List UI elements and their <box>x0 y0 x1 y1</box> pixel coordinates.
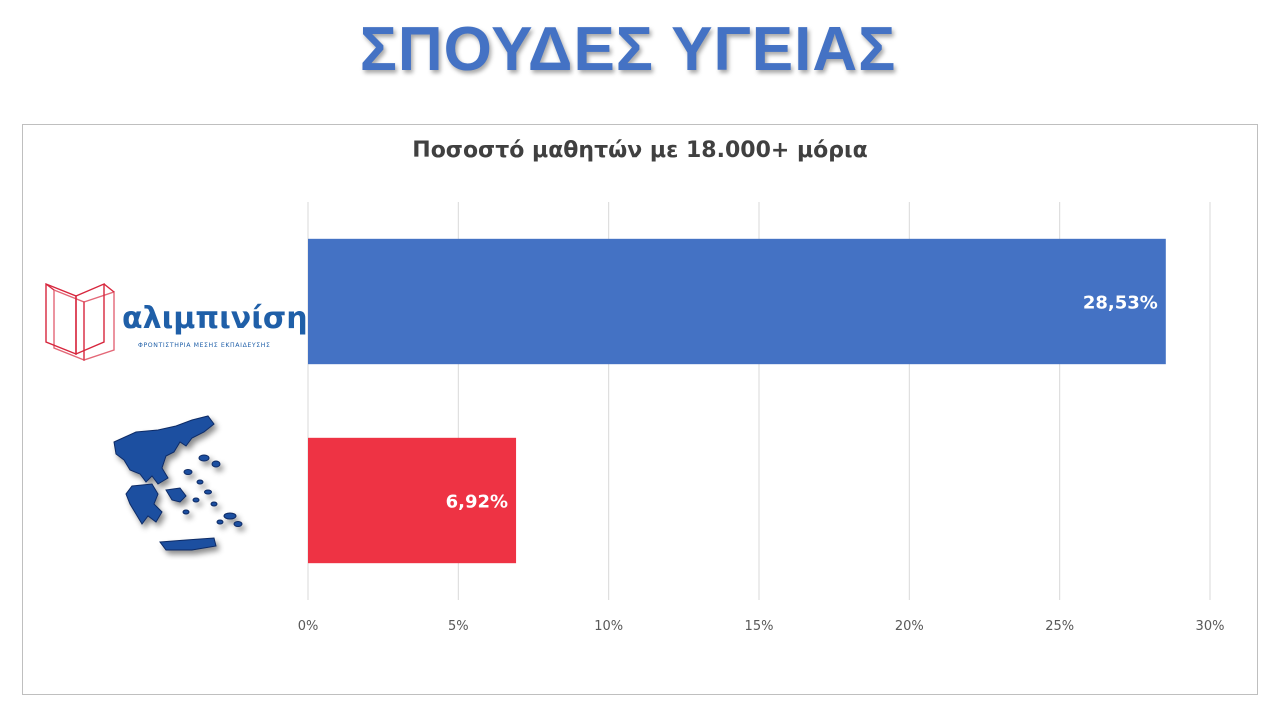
x-tick-label: 10% <box>594 619 623 634</box>
greece-map-icon <box>96 412 256 560</box>
bar-value-label: 28,53% <box>1083 293 1158 314</box>
logo-wordmark: αλιμπινίσης <box>122 301 306 336</box>
slide-title: ΣΠΟΥΔΕΣ ΥΓΕΙΑΣ <box>359 15 897 84</box>
x-tick-label: 15% <box>745 619 774 634</box>
x-tick-label: 20% <box>895 619 924 634</box>
x-tick-label: 30% <box>1196 619 1225 634</box>
chart-title: Ποσοστό μαθητών με 18.000+ μόρια <box>412 138 868 163</box>
x-tick-label: 25% <box>1045 619 1074 634</box>
chart-frame <box>22 124 1258 695</box>
bar-value-label: 6,92% <box>446 492 508 513</box>
bar-2 <box>308 437 517 564</box>
x-tick-label: 5% <box>448 619 469 634</box>
x-tick-label: 0% <box>298 619 319 634</box>
alimpinisis-logo: αλιμπινίσης ΦΡΟΝΤΙΣΤΗΡΙΑ ΜΕΣΗΣ ΕΚΠΑΙΔΕΥΣ… <box>44 282 325 368</box>
bar-1 <box>308 238 1166 365</box>
logo-subtitle: ΦΡΟΝΤΙΣΤΗΡΙΑ ΜΕΣΗΣ ΕΚΠΑΙΔΕΥΣΗΣ <box>138 342 271 349</box>
